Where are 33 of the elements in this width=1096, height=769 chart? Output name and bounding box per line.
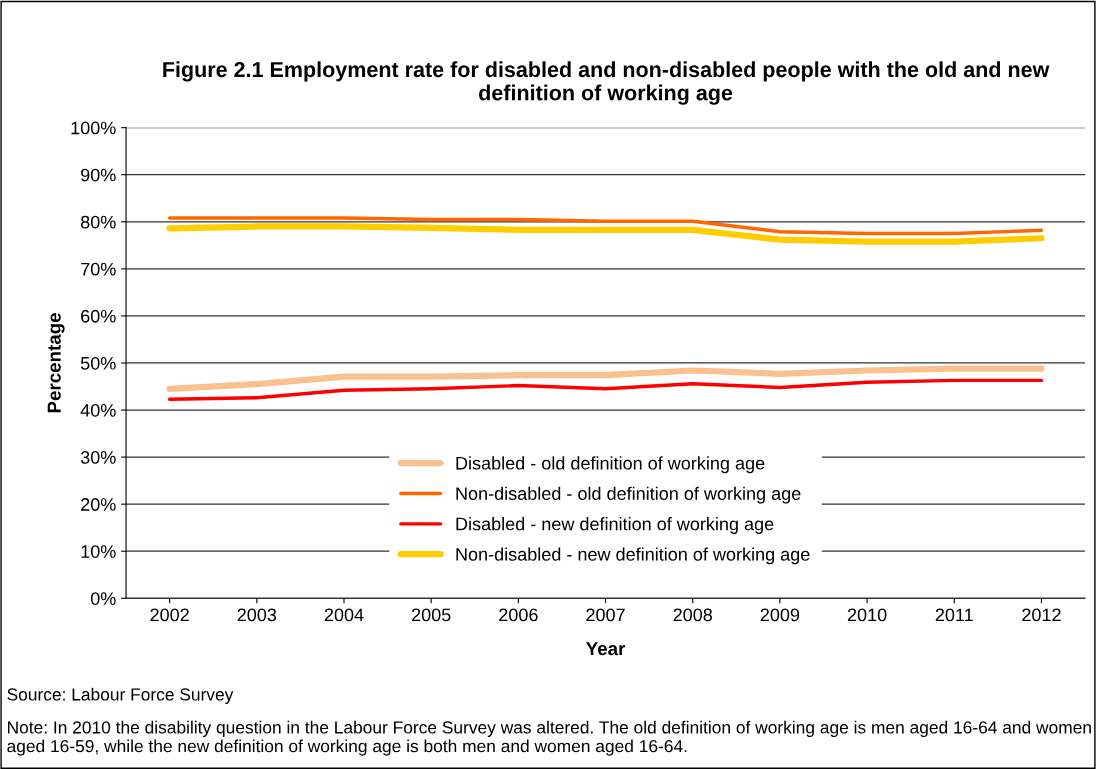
x-tick-label: 2003 — [237, 608, 277, 622]
y-tick-label: 0% — [90, 592, 116, 605]
y-tick-label: 10% — [81, 545, 116, 558]
line-series — [167, 378, 1044, 401]
source-note: Source: Labour Force Survey — [7, 687, 234, 705]
x-axis-title: Year — [586, 642, 626, 656]
x-tick-label: 2009 — [760, 608, 800, 622]
x-tick-label: 2010 — [847, 608, 887, 622]
y-tick-label: 50% — [80, 356, 116, 370]
y-tick-label: 60% — [81, 309, 116, 323]
legend-label: Non-disabled - new definition of working age — [456, 547, 810, 565]
x-tick-label: 2007 — [586, 608, 625, 622]
legend-label: Disabled - new definition of working age — [456, 517, 774, 534]
x-tick-label: 2004 — [324, 608, 364, 622]
y-tick-label: 90% — [81, 168, 116, 182]
text: Note: In 2010 the disability question in the Labour Force Survey was altered. The old definition of working age is men aged 16-64 and women aged 16-59, while the new definition of working age is both men and women aged 16-64. — [7, 720, 1091, 756]
x-tick-label: 2012 — [1022, 608, 1061, 622]
chart-title: Figure 2.1 Employment rate for disabled and non-disabled people with the old and new definition of working age — [163, 61, 1050, 105]
x-tick-label: 2002 — [150, 608, 189, 622]
x-tick-label: 2005 — [412, 608, 451, 622]
x-tick-label: 2011 — [935, 608, 973, 622]
y-tick-label: 80% — [80, 215, 116, 229]
y-tick-label: 70% — [81, 262, 116, 276]
x-tick-label: 2006 — [499, 608, 538, 622]
x-tick-label: 2008 — [673, 608, 713, 622]
legend-label: Non-disabled - old definition of working age — [456, 486, 801, 504]
line-series — [167, 216, 1044, 236]
y-tick-label: 30% — [80, 451, 116, 464]
legend-label: Disabled - old definition of working age — [456, 456, 765, 474]
y-tick-label: 40% — [80, 403, 116, 417]
y-axis-title: Percentage — [47, 313, 65, 413]
y-tick-label: 100% — [71, 121, 116, 135]
y-tick-label: 20% — [81, 498, 116, 511]
